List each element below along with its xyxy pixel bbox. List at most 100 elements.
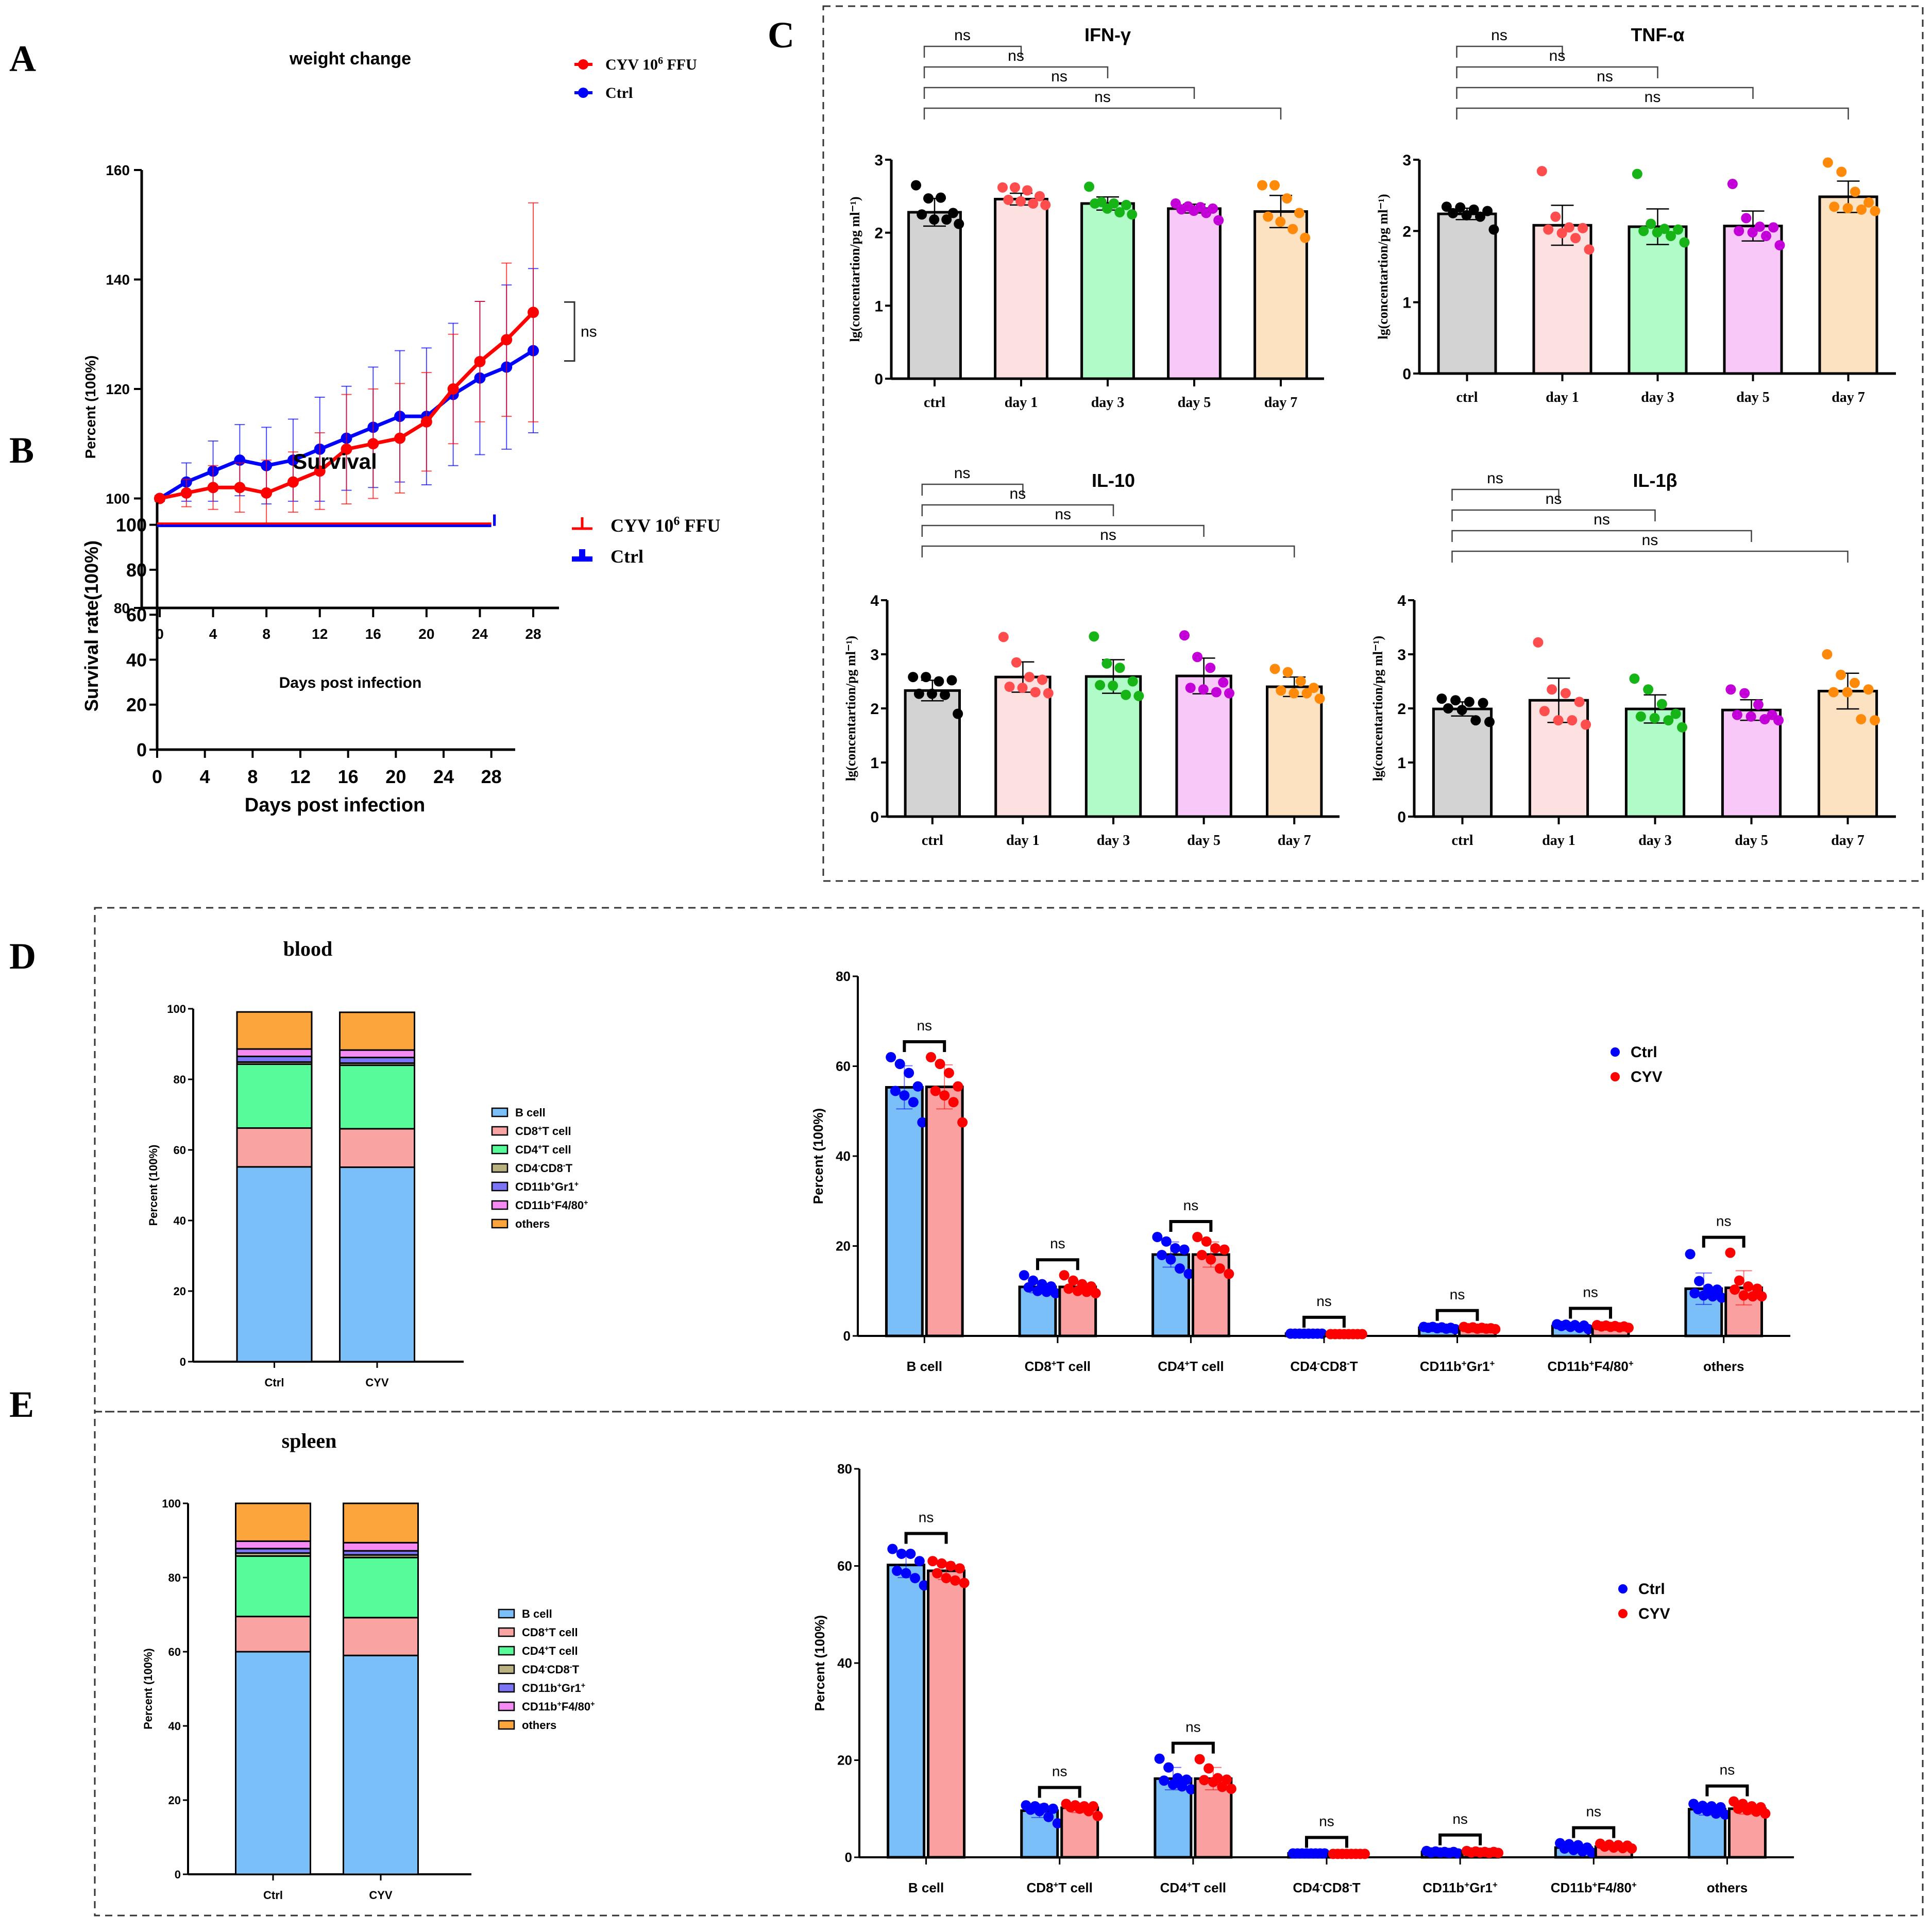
comparison-label: ns bbox=[1100, 527, 1116, 544]
data-point bbox=[1586, 1847, 1597, 1858]
data-point bbox=[941, 1573, 952, 1584]
data-point bbox=[1208, 1776, 1218, 1787]
data-point bbox=[1692, 1804, 1703, 1815]
data-point bbox=[1179, 630, 1190, 641]
y-tick-label: 80 bbox=[174, 1073, 186, 1086]
y-tick-label: 20 bbox=[837, 1753, 852, 1768]
data-point bbox=[1217, 1782, 1228, 1792]
significance-label: ns bbox=[917, 1018, 932, 1033]
bar bbox=[1253, 210, 1308, 380]
data-point bbox=[1030, 687, 1041, 698]
data-point bbox=[905, 1548, 916, 1559]
x-tick-label: 8 bbox=[262, 626, 270, 642]
y-tick-label: 120 bbox=[106, 381, 130, 397]
data-point bbox=[1475, 1847, 1486, 1858]
data-point bbox=[1670, 708, 1681, 719]
bar-ctrl bbox=[887, 1564, 926, 1859]
y-tick-label: 60 bbox=[174, 1144, 186, 1157]
chart-ifn-gamma: IFN-γ 0 1 2 3 lg(concentartion/pg ml⁻¹) ctrl da… bbox=[848, 24, 1324, 411]
data-point bbox=[1539, 706, 1550, 717]
data-point bbox=[1752, 1283, 1762, 1294]
legend-label: Ctrl bbox=[1631, 1044, 1657, 1061]
data-point bbox=[1028, 198, 1039, 209]
data-point bbox=[1461, 210, 1472, 221]
legend-label: CD8+T cell bbox=[515, 1125, 571, 1138]
data-point bbox=[1614, 1322, 1625, 1333]
data-point bbox=[1157, 1249, 1167, 1260]
data-point bbox=[1626, 1843, 1637, 1854]
data-point bbox=[1152, 1232, 1163, 1243]
x-tick-label: day 5 bbox=[1735, 833, 1768, 849]
y-tick-label: 80 bbox=[837, 1461, 852, 1477]
x-tick-label: CYV bbox=[365, 1376, 389, 1389]
data-point bbox=[1741, 213, 1752, 224]
data-point bbox=[1011, 657, 1022, 668]
legend-marker bbox=[1611, 1047, 1620, 1057]
x-tick-label: CYV bbox=[369, 1889, 393, 1902]
data-point bbox=[1738, 1290, 1749, 1301]
x-tick-label: 16 bbox=[338, 766, 359, 787]
data-point bbox=[1822, 157, 1833, 168]
x-tick-label: 4 bbox=[200, 766, 210, 787]
y-tick-label: 0 bbox=[843, 1328, 851, 1344]
x-tick-label: day 3 bbox=[1641, 389, 1674, 405]
data-point bbox=[1567, 715, 1578, 726]
data-point bbox=[1822, 649, 1833, 659]
data-point bbox=[1748, 1291, 1758, 1302]
data-point bbox=[1608, 1842, 1619, 1853]
data-point bbox=[1565, 1321, 1576, 1332]
significance-bracket bbox=[1038, 1786, 1081, 1798]
comparison-label: ns bbox=[1055, 506, 1071, 523]
bar bbox=[1532, 224, 1592, 375]
x-tick-label: ctrl bbox=[1456, 389, 1478, 405]
legend-swatch bbox=[491, 1200, 509, 1210]
data-point bbox=[1290, 1328, 1300, 1339]
data-point bbox=[1842, 687, 1853, 698]
y-tick-label: 80 bbox=[168, 1571, 181, 1584]
data-point bbox=[1734, 226, 1744, 236]
data-point bbox=[1720, 1809, 1731, 1820]
x-tick-label: day 1 bbox=[1005, 395, 1038, 411]
bar bbox=[1437, 212, 1497, 375]
bar bbox=[1628, 225, 1688, 375]
data-point bbox=[1121, 689, 1131, 700]
bar-cyv bbox=[925, 1086, 964, 1337]
y-tick-label: 40 bbox=[126, 649, 147, 670]
data-point bbox=[1214, 1263, 1225, 1274]
data-point bbox=[1475, 211, 1486, 222]
stack-segment bbox=[235, 1502, 311, 1542]
data-point bbox=[287, 476, 299, 488]
y-tick-label: 60 bbox=[126, 604, 147, 625]
data-point bbox=[367, 438, 379, 450]
chart-title: IL-10 bbox=[1092, 470, 1135, 491]
y-tick-label: 1 bbox=[870, 755, 879, 772]
comparison-bracket bbox=[923, 66, 1109, 78]
data-point bbox=[234, 482, 246, 494]
data-point bbox=[1568, 1844, 1579, 1855]
data-point bbox=[1211, 687, 1222, 698]
data-point bbox=[1196, 1249, 1207, 1260]
data-point bbox=[1017, 683, 1028, 693]
data-point bbox=[1348, 1329, 1359, 1340]
data-point bbox=[1870, 206, 1880, 216]
data-point bbox=[1745, 711, 1756, 722]
data-point bbox=[314, 465, 326, 477]
data-point bbox=[1453, 1848, 1464, 1859]
data-point bbox=[1206, 1254, 1216, 1265]
data-point bbox=[894, 1059, 905, 1070]
significance-label: ns bbox=[1316, 1293, 1332, 1309]
data-point bbox=[1183, 1268, 1194, 1279]
data-point bbox=[1472, 1324, 1483, 1334]
chart-il-10: IL-10 0 1 2 3 4 lg(concentartion/pg ml⁻¹) ctrl d… bbox=[843, 465, 1340, 849]
stack-segment bbox=[343, 1556, 419, 1619]
y-tick-label: 80 bbox=[114, 600, 130, 616]
comparison-bracket bbox=[1451, 550, 1849, 563]
data-point bbox=[474, 355, 486, 367]
data-point bbox=[1730, 1284, 1740, 1295]
stack-segment bbox=[236, 1011, 313, 1050]
data-point bbox=[1751, 1806, 1761, 1817]
data-point bbox=[1536, 166, 1547, 177]
data-point bbox=[1574, 1323, 1585, 1333]
x-tick-label: day 5 bbox=[1187, 833, 1221, 849]
data-point bbox=[1213, 215, 1224, 226]
